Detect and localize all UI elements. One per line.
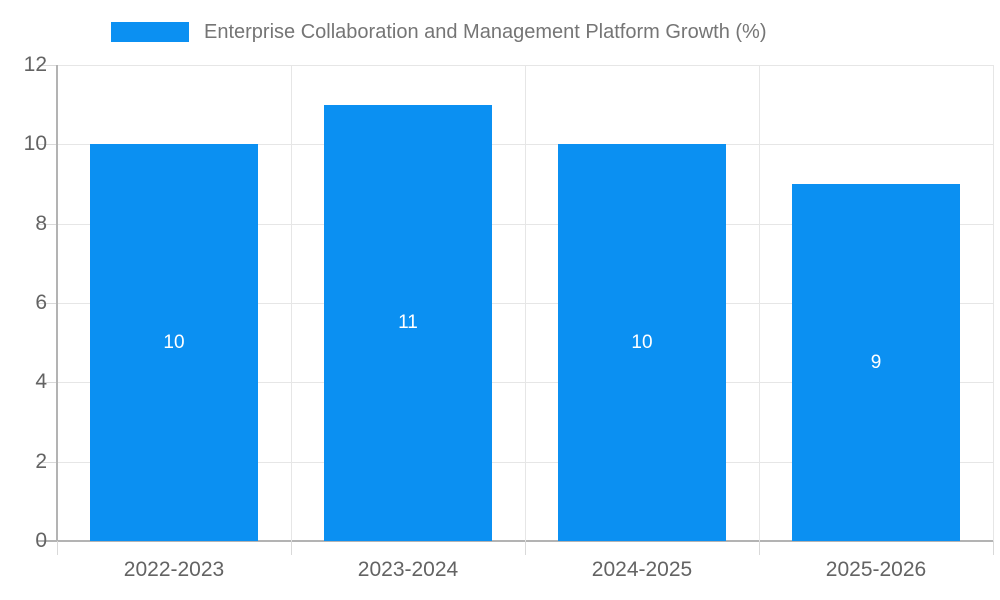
x-tick-mark	[993, 541, 994, 555]
x-tick-mark	[57, 541, 58, 555]
y-tick-label: 10	[23, 132, 47, 155]
gridline-x-4	[993, 65, 994, 541]
x-tick-mark	[759, 541, 760, 555]
y-tick-mark	[38, 382, 57, 383]
bar-value-label: 9	[870, 352, 882, 373]
y-tick-label: 6	[35, 291, 47, 314]
y-tick-mark	[38, 224, 57, 225]
x-tick-mark	[291, 541, 292, 555]
x-tick-label: 2022-2023	[123, 558, 225, 581]
y-tick-label: 2	[35, 450, 47, 473]
y-tick-mark	[38, 303, 57, 304]
legend[interactable]: Enterprise Collaboration and Management …	[111, 22, 766, 42]
gridline-x-1	[291, 65, 292, 541]
bar-2025-2026[interactable]	[792, 184, 960, 541]
bar-value-label: 10	[631, 332, 653, 353]
y-axis-line	[56, 65, 58, 541]
y-tick-mark	[38, 144, 57, 145]
legend-label: Enterprise Collaboration and Management …	[204, 21, 767, 43]
x-tick-label: 2024-2025	[591, 558, 693, 581]
legend-swatch	[111, 22, 189, 42]
y-tick-label: 0	[35, 529, 47, 552]
y-tick-mark	[38, 65, 57, 66]
bar-value-label: 10	[163, 332, 185, 353]
y-tick-mark	[38, 462, 57, 463]
y-tick-label: 4	[35, 370, 47, 393]
x-tick-mark	[525, 541, 526, 555]
y-tick-label: 8	[35, 212, 47, 235]
bar-2022-2023[interactable]	[90, 144, 258, 541]
x-tick-label: 2023-2024	[357, 558, 459, 581]
x-axis-line	[38, 540, 993, 542]
bar-value-label: 11	[398, 312, 418, 333]
bar-2023-2024[interactable]	[324, 105, 492, 541]
gridline-x-2	[525, 65, 526, 541]
x-tick-label: 2025-2026	[825, 558, 927, 581]
y-tick-label: 12	[23, 53, 47, 76]
bar-2024-2025[interactable]	[558, 144, 726, 541]
gridline-x-3	[759, 65, 760, 541]
